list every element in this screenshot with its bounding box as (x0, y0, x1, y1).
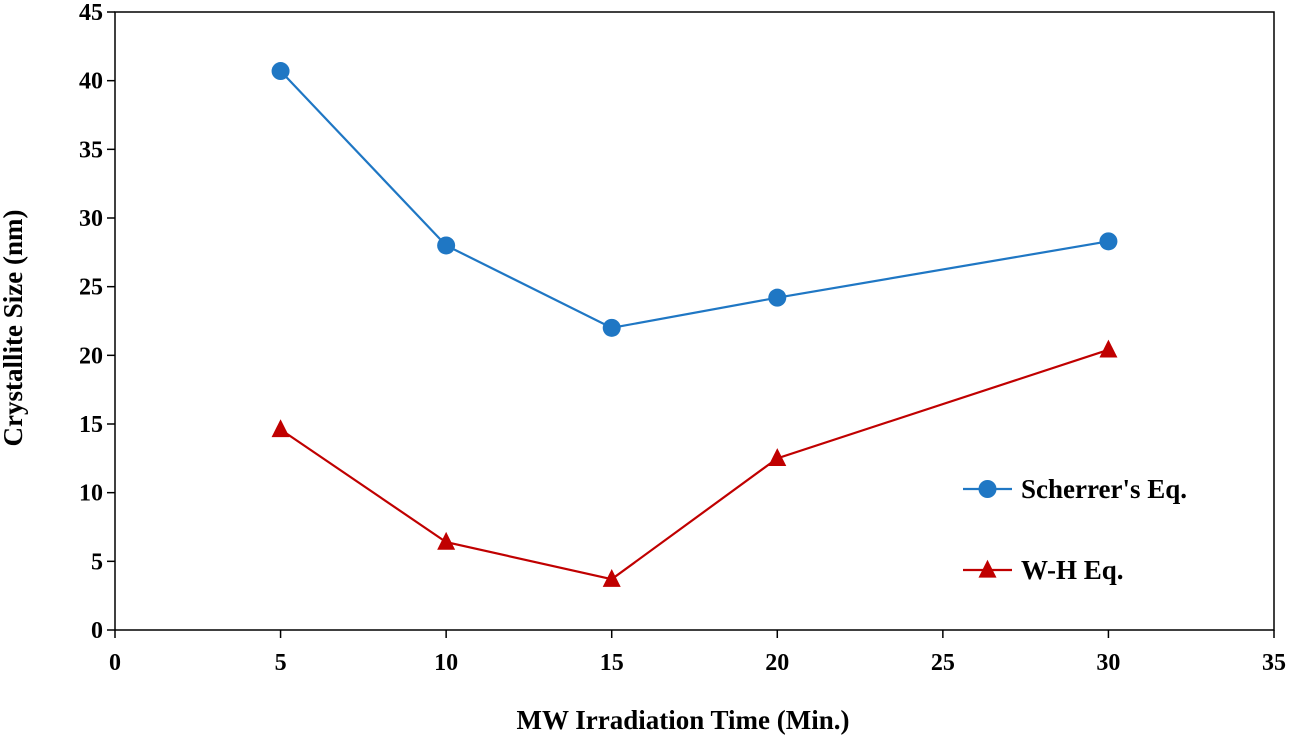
data-point (768, 288, 787, 307)
x-axis-title: MW Irradiation Time (Min.) (517, 705, 850, 735)
x-tick-label: 20 (765, 650, 789, 676)
legend-marker (978, 559, 997, 578)
data-point (602, 568, 621, 587)
series-1 (271, 62, 1118, 337)
y-tick-label: 15 (79, 412, 103, 438)
x-tick-label: 30 (1096, 650, 1120, 676)
series-2 (271, 339, 1118, 587)
y-tick-label: 0 (91, 618, 103, 644)
data-point (768, 448, 787, 466)
plot-frame (114, 11, 1275, 631)
y-tick-label: 10 (79, 481, 103, 507)
y-axis-title: Crystallite Size (nm) (0, 210, 28, 447)
x-tick-label: 15 (600, 650, 624, 676)
data-point (1099, 339, 1118, 358)
x-tick-label: 0 (109, 650, 121, 676)
legend-item: Scherrer's Eq. (963, 474, 1187, 504)
data-point (437, 236, 456, 255)
y-tick-label: 35 (79, 137, 103, 163)
data-point (602, 318, 621, 337)
legend: Scherrer's Eq. W-H Eq. (963, 474, 1187, 585)
x-tick-label: 10 (434, 650, 458, 676)
y-tick-label: 40 (79, 69, 103, 95)
data-point (1099, 232, 1118, 251)
series-layer (271, 62, 1118, 587)
legend-label: Scherrer's Eq. (1021, 474, 1187, 504)
axes: 0 5 10 15 20 25 30 35 0 5 10 15 20 25 30 35 40 45 (79, 0, 1286, 676)
legend-marker (978, 480, 997, 498)
data-point (437, 531, 456, 550)
y-tick-label: 45 (79, 0, 103, 26)
y-tick-label: 20 (79, 343, 103, 369)
data-point (271, 419, 290, 438)
y-tick-label: 30 (79, 206, 103, 232)
series-line (279, 70, 1109, 330)
legend-label: W-H Eq. (1021, 555, 1124, 585)
legend-item: W-H Eq. (963, 555, 1124, 585)
data-point (271, 62, 290, 81)
x-tick-label: 25 (931, 650, 955, 676)
series-line (279, 348, 1109, 581)
x-tick-label: 5 (275, 650, 287, 676)
y-tick-label: 5 (91, 549, 103, 575)
x-tick-label: 35 (1262, 650, 1286, 676)
y-tick-label: 25 (79, 275, 103, 301)
